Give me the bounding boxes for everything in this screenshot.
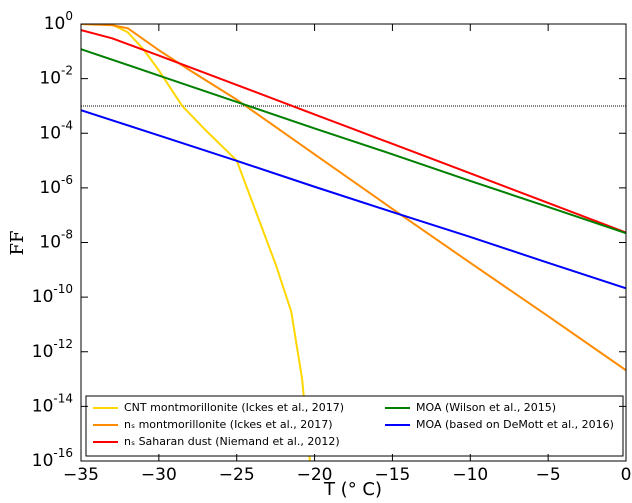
y-tick-exponent: -14 xyxy=(53,391,73,405)
y-tick-label: 10-14 xyxy=(32,391,73,417)
legend-label: nₛ Saharan dust (Niemand et al., 2012) xyxy=(124,435,340,448)
series-line xyxy=(81,29,626,234)
y-tick-base: 10 xyxy=(32,287,54,307)
plot-frame xyxy=(80,23,627,462)
x-tick-label: −15 xyxy=(374,465,410,485)
series-line xyxy=(81,48,626,235)
y-tick-label: 10-6 xyxy=(39,172,73,198)
x-tick-label: −30 xyxy=(141,465,177,485)
x-tick-label: −35 xyxy=(63,465,99,485)
y-tick-base: 10 xyxy=(39,123,61,143)
y-tick-label: 10-8 xyxy=(39,227,73,253)
legend-label: MOA (based on DeMott et al., 2016) xyxy=(416,418,614,431)
y-tick-base: 10 xyxy=(44,14,66,34)
y-tick-base: 10 xyxy=(39,69,61,89)
y-tick-exponent: -12 xyxy=(53,336,73,350)
series-line xyxy=(81,24,626,372)
y-tick-label: 10-12 xyxy=(32,336,73,362)
y-tick-base: 10 xyxy=(32,342,54,362)
y-tick-label: 100 xyxy=(44,9,73,35)
y-axis-label: FF xyxy=(7,231,28,256)
legend-label: nₛ montmorillonite (Ickes et al., 2017) xyxy=(124,418,332,431)
y-tick-label: 10-2 xyxy=(39,63,73,89)
y-tick-exponent: -10 xyxy=(53,282,73,296)
legend-box xyxy=(85,395,624,457)
y-tick-base: 10 xyxy=(39,233,61,253)
x-tick-label: −10 xyxy=(452,465,488,485)
legend-label: MOA (Wilson et al., 2015) xyxy=(416,401,556,414)
y-tick-exponent: -8 xyxy=(61,227,73,241)
x-tick-label: −25 xyxy=(219,465,255,485)
series-line xyxy=(81,109,626,290)
legend-label: CNT montmorillonite (Ickes et al., 2017) xyxy=(124,401,344,414)
x-tick-label: 0 xyxy=(621,465,632,485)
x-tick-label: −20 xyxy=(297,465,333,485)
y-tick-label: 10-16 xyxy=(32,446,73,472)
series-line xyxy=(81,24,311,461)
y-tick-base: 10 xyxy=(39,178,61,198)
plot-area xyxy=(81,24,626,461)
y-tick-label: 10-10 xyxy=(32,282,73,308)
y-tick-exponent: -2 xyxy=(61,63,73,77)
y-tick-exponent: -16 xyxy=(53,446,73,460)
y-tick-exponent: 0 xyxy=(65,9,73,23)
y-tick-exponent: -6 xyxy=(61,172,73,186)
y-tick-base: 10 xyxy=(32,396,54,416)
y-tick-label: 10-4 xyxy=(39,118,73,144)
y-tick-base: 10 xyxy=(32,451,54,471)
x-tick-label: −5 xyxy=(536,465,561,485)
x-axis-label: T (° C) xyxy=(323,479,382,499)
y-tick-exponent: -4 xyxy=(61,118,73,132)
